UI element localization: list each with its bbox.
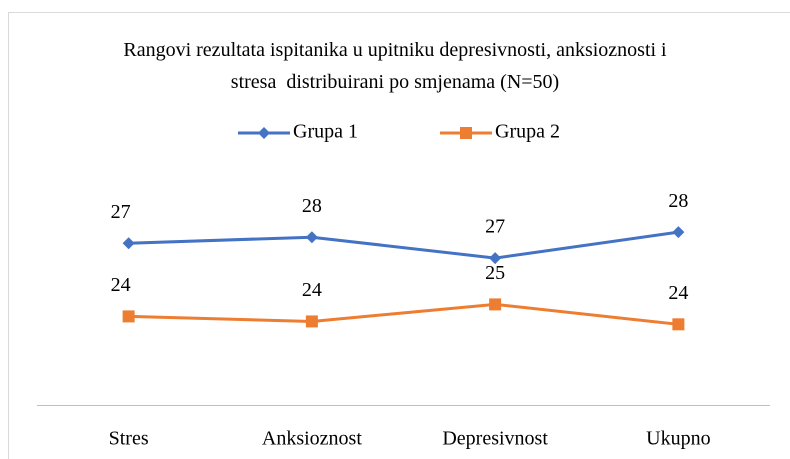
data-label: 27 — [485, 216, 505, 238]
data-label: 24 — [302, 279, 322, 301]
x-tick-label: Depresivnost — [442, 428, 548, 450]
x-tick-label: Stres — [109, 428, 149, 450]
series-line — [128, 302, 679, 326]
data-point — [122, 310, 135, 323]
data-label: 27 — [111, 201, 131, 223]
data-point — [305, 315, 318, 328]
data-label: 28 — [668, 190, 688, 212]
data-label: 24 — [111, 274, 131, 296]
x-tick-label: Ukupno — [646, 428, 710, 450]
data-point — [122, 237, 135, 250]
legend-label: Grupa 2 — [495, 121, 560, 143]
legend-label: Grupa 1 — [293, 121, 358, 143]
data-label: 24 — [668, 282, 688, 304]
chart-frame — [8, 12, 790, 459]
data-label: 25 — [485, 262, 505, 284]
data-point — [489, 298, 502, 311]
chart-title: Rangovi rezultata ispitanika u upitniku … — [123, 39, 672, 93]
data-point — [672, 318, 685, 331]
data-point — [672, 226, 685, 239]
x-tick-label: Anksioznost — [262, 428, 362, 450]
data-point — [489, 252, 502, 265]
data-point — [305, 231, 318, 244]
series-line — [128, 230, 679, 260]
legend-marker — [258, 127, 270, 139]
legend-marker — [460, 127, 472, 139]
data-label: 28 — [302, 195, 322, 217]
